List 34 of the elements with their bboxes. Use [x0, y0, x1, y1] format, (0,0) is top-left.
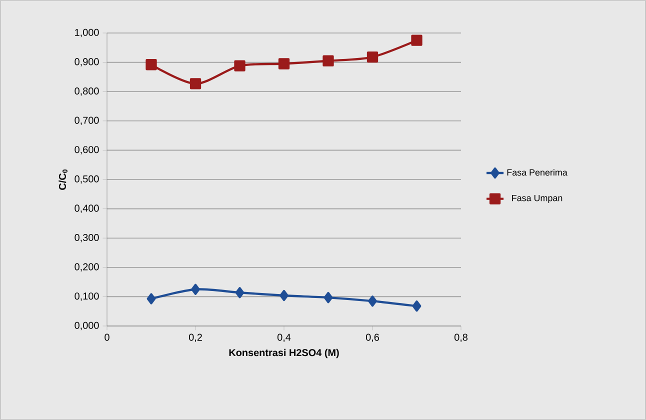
y-tick-label: 0,700 — [74, 116, 99, 126]
y-tick-label: 0,300 — [74, 234, 99, 242]
point — [278, 58, 290, 70]
x-tick-label: 0,4 — [277, 334, 291, 342]
x-tick-label: 0 — [104, 334, 110, 341]
y-tick-label: 0,000 — [74, 322, 99, 330]
point — [146, 293, 156, 304]
x-tick-label: 0,6 — [366, 334, 379, 342]
legend-label: Fasa Penerima — [507, 169, 568, 176]
point — [411, 34, 422, 46]
point — [324, 292, 333, 304]
y-tick-label: 0,100 — [74, 292, 99, 301]
point — [322, 55, 334, 66]
point — [146, 59, 157, 70]
x-axis-title: Konsentrasi H2SO4 (M) — [229, 348, 339, 358]
y-tick-label: 0,800 — [74, 87, 99, 96]
x-tick-label: 0,2 — [188, 334, 202, 342]
y-tick-label: 0,900 — [74, 58, 99, 66]
point — [191, 284, 200, 295]
y-axis-title: C/C$_{0}$ — [58, 170, 68, 190]
y-tick-label: 0,600 — [74, 146, 99, 154]
y-tick-label: 1,000 — [75, 28, 99, 38]
point — [190, 78, 202, 90]
y-tick-label: 0,500 — [74, 175, 99, 184]
point — [235, 287, 244, 298]
point — [234, 60, 246, 72]
y-tick-label: 0,200 — [74, 263, 99, 272]
point — [280, 290, 288, 302]
point — [412, 300, 422, 312]
legend-label: Fasa Umpan — [512, 194, 562, 203]
y-tick-label: 0,400 — [74, 204, 99, 213]
point — [368, 296, 377, 307]
point — [366, 51, 378, 63]
x-tick-label: 0,8 — [454, 334, 468, 342]
